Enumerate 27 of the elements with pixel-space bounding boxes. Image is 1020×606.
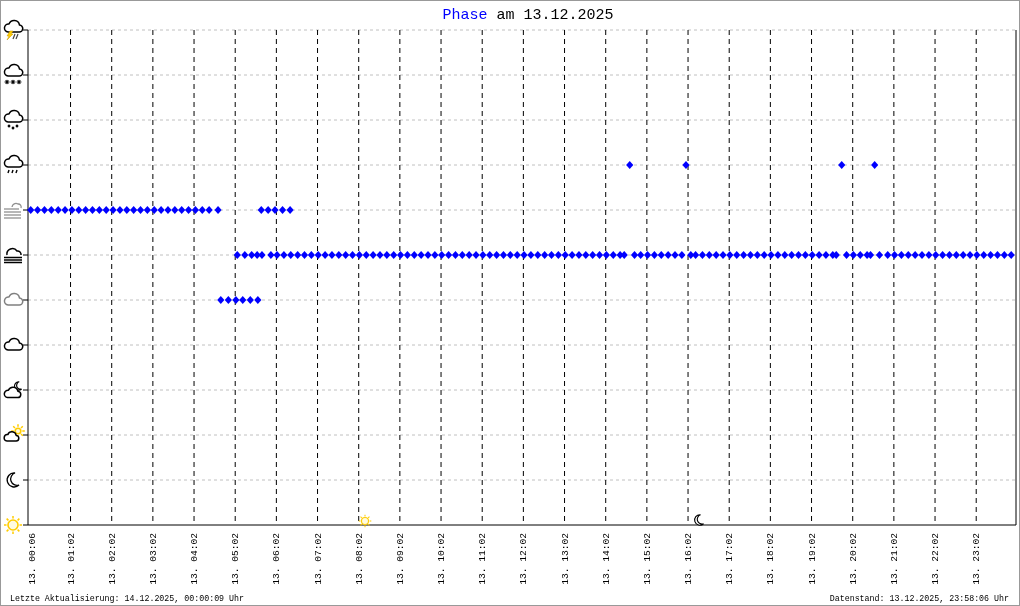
x-tick-label: 13. 11:02 bbox=[476, 532, 488, 585]
x-tick-label: 13. 20:02 bbox=[847, 532, 859, 585]
text: Letzte Aktualisierung: 14.12.2025, 00:00:09 Uhr bbox=[10, 594, 245, 603]
x-tick-label: 13. 02:02 bbox=[106, 532, 118, 585]
x-tick-label: 13. 01:02 bbox=[65, 532, 77, 585]
x-tick-label: 13. 15:02 bbox=[641, 532, 653, 585]
text: Datenstand: 13.12.2025, 23:58:06 Uhr bbox=[829, 594, 1010, 603]
x-tick-label: 13. 23:02 bbox=[970, 532, 982, 585]
x-tick-label: 13. 12:02 bbox=[517, 532, 529, 585]
x-tick-label: 13. 07:02 bbox=[312, 532, 324, 585]
x-tick-label: 13. 08:02 bbox=[353, 532, 365, 585]
x-tick-label: 13. 05:02 bbox=[229, 532, 241, 585]
x-tick-label: 13. 18:02 bbox=[764, 532, 776, 585]
x-tick-label: 13. 04:02 bbox=[188, 532, 200, 585]
x-tick-label: 13. 09:02 bbox=[394, 532, 406, 585]
x-tick-label: 13. 21:02 bbox=[888, 532, 900, 585]
x-tick-label: 13. 10:02 bbox=[435, 532, 447, 585]
x-tick-label: 13. 14:02 bbox=[600, 532, 612, 585]
x-tick-label: 13. 00:06 bbox=[26, 532, 38, 585]
x-tick-label: 13. 13:02 bbox=[559, 532, 571, 585]
x-tick-label: 13. 16:02 bbox=[682, 532, 694, 585]
x-tick-label: 13. 19:02 bbox=[806, 532, 818, 585]
x-tick-label: 13. 17:02 bbox=[723, 532, 735, 585]
x-tick-label: 13. 03:02 bbox=[147, 532, 159, 585]
x-tick-label: 13. 22:02 bbox=[929, 532, 941, 585]
x-tick-label: 13. 06:02 bbox=[270, 532, 282, 585]
chart-title: Phase am 13.12.2025 bbox=[442, 7, 614, 24]
